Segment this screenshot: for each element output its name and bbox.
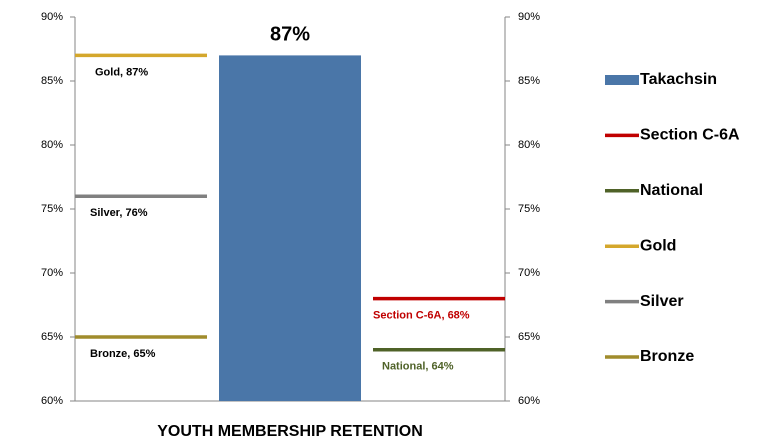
x-axis-title: YOUTH MEMBERSHIP RETENTION <box>157 423 423 440</box>
y-tick-label: 90% <box>41 11 63 23</box>
legend-label: Bronze <box>640 348 694 365</box>
y2-tick-label: 85% <box>518 75 540 87</box>
y2-tick-label: 75% <box>518 203 540 215</box>
reference-label: Silver, 76% <box>90 207 148 219</box>
reference-label: Section C-6A, 68% <box>373 310 470 322</box>
y-tick-label: 85% <box>41 75 63 87</box>
reference-label: National, 64% <box>382 361 454 373</box>
legend-label: Gold <box>640 237 676 254</box>
y2-tick-label: 70% <box>518 267 540 279</box>
reference-label: Gold, 87% <box>95 66 148 78</box>
y2-tick-label: 65% <box>518 331 540 343</box>
y2-tick-label: 90% <box>518 11 540 23</box>
y-tick-label: 80% <box>41 139 63 151</box>
legend-label: Takachsin <box>640 71 717 88</box>
legend-label: Silver <box>640 293 684 310</box>
y2-tick-label: 60% <box>518 395 540 407</box>
legend-label: Section C-6A <box>640 127 740 144</box>
y-tick-label: 75% <box>41 203 63 215</box>
y2-tick-label: 80% <box>518 139 540 151</box>
legend-swatch <box>605 75 639 85</box>
y-tick-label: 60% <box>41 395 63 407</box>
y-tick-label: 70% <box>41 267 63 279</box>
bar-value-label: 87% <box>270 24 310 46</box>
reference-label: Bronze, 65% <box>90 348 156 360</box>
legend-label: National <box>640 182 703 199</box>
y-tick-label: 65% <box>41 331 63 343</box>
bar <box>219 55 361 402</box>
